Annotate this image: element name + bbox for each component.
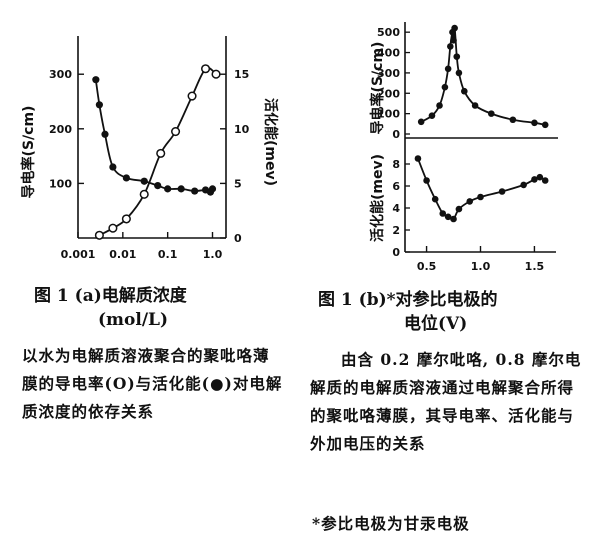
chart-a-filled-point: [191, 187, 199, 195]
chart-a-ylabel-left: 导电率(S/cm): [20, 106, 37, 199]
chart-a-open-point: [156, 148, 166, 158]
chart-a-ticks: 0.001 0.01 0.1 1.0 300 200 100 15 10 5 0: [49, 68, 250, 261]
chart-a-y-right-tick-label: 5: [234, 177, 242, 190]
chart-b-top-point: [541, 121, 549, 129]
chart-a-y-left-tick-label: 100: [49, 177, 72, 190]
chart-b-bottom-point: [455, 205, 463, 213]
chart-b-bottom-point: [423, 177, 430, 184]
caption-b: 图 1 (b)*对参比电极的 电位(V): [318, 288, 588, 336]
chart-a-y-left-tick-label: 200: [49, 123, 72, 136]
caption-a: 图 1 (a)电解质浓度 (mol/L): [34, 284, 274, 332]
chart-a-open-point: [108, 223, 118, 233]
chart-a-filled-point: [154, 181, 162, 190]
chart-b-top-y-tick-label: 200: [377, 87, 400, 100]
chart-b-top-point: [428, 112, 436, 119]
chart-a-x-tick-label: 0.001: [61, 248, 96, 261]
chart-b-bottom-point: [444, 213, 452, 221]
chart-a-ylabel-right: 活化能(mev): [262, 98, 279, 186]
chart-b-top-point: [471, 102, 479, 109]
chart-a-filled-point: [140, 177, 148, 185]
chart-a-open-point: [121, 214, 131, 224]
chart-a-open-point: [211, 69, 221, 79]
chart-b-bottom-point: [520, 181, 527, 189]
chart-a-open-point: [139, 189, 149, 199]
chart-b-x-tick-label: 1.0: [471, 260, 491, 273]
description-b: 由含 0.2 摩尔吡咯, 0.8 摩尔电解质的电解质溶液通过电解聚合所得的聚吡咯…: [310, 350, 582, 453]
chart-b-top-point: [531, 119, 538, 127]
footnote: *参比电极为甘汞电极: [312, 514, 470, 533]
chart-b-curves: [417, 26, 546, 221]
chart-b-bottom-point: [414, 155, 422, 162]
chart-b-bottom-point: [466, 198, 474, 205]
chart-a: 0.001 0.01 0.1 1.0 300 200 100 15 10 5 0 导电率(S/cm)…: [20, 36, 279, 261]
chart-b-bottom-point: [541, 177, 549, 184]
chart-b-top-y-tick-label: 400: [377, 47, 400, 60]
chart-b-bottom-point: [498, 188, 506, 195]
chart-b-top-point: [441, 83, 449, 91]
chart-b-top-point: [455, 69, 463, 77]
chart-b-bottom-y-tick-label: 6: [392, 180, 400, 193]
chart-a-open-point: [201, 64, 211, 74]
chart-b-top-point: [509, 116, 517, 124]
chart-b-ticks: 500 400 300 200 100 0 8 6 4 2 0 0.5 1.0 1.5: [377, 26, 544, 273]
chart-a-filled-point: [109, 163, 117, 171]
chart-a-filled-point: [101, 130, 109, 138]
chart-a-curves: [94, 67, 217, 237]
chart-b-bottom-y-tick-label: 8: [392, 158, 400, 171]
chart-b-ylabel-bottom: 活化能(mev): [369, 154, 386, 242]
chart-b-bottom-y-tick-label: 2: [392, 224, 400, 237]
chart-b-x-tick-label: 0.5: [417, 260, 437, 273]
chart-b-top-curve: [420, 26, 546, 126]
chart-b-bottom-y-tick-label: 0: [392, 246, 400, 259]
chart-b-top-point: [447, 43, 454, 50]
chart-b-top-point: [450, 37, 457, 44]
description-a: 以水为电解质溶液聚合的聚吡咯薄膜的导电率(O)与活化能(●)对电解质浓度的依存关…: [22, 346, 283, 421]
chart-a-filled-point: [177, 185, 185, 193]
chart-b-top-point: [436, 102, 443, 109]
chart-b-bottom-curve: [417, 158, 546, 221]
chart-a-x-tick-label: 1.0: [203, 248, 223, 261]
chart-a-open-point: [187, 91, 197, 101]
chart-a-points: [92, 64, 221, 240]
chart-a-filled-point: [92, 76, 100, 84]
chart-b-top-point: [453, 53, 461, 60]
chart-b-top-point: [461, 87, 468, 95]
chart-b-ylabel-top: 导电率(S/cm): [369, 42, 386, 135]
caption-b-line1: 图 1 (b)*对参比电极的: [318, 290, 498, 310]
chart-a-filled-point: [122, 174, 130, 182]
chart-b-bottom-point: [431, 195, 439, 203]
chart-b-top-y-tick-label: 0: [392, 128, 400, 141]
chart-a-x-tick-label: 0.1: [158, 248, 178, 261]
chart-b-top-y-tick-label: 100: [377, 108, 400, 121]
chart-b-bottom-point: [450, 215, 457, 223]
chart-a-x-tick-label: 0.01: [109, 248, 136, 261]
chart-a-y-right-tick-label: 0: [234, 232, 242, 245]
chart-b-top-y-tick-label: 300: [377, 67, 400, 80]
chart-a-filled-point: [164, 185, 172, 193]
caption-a-line2: (mol/L): [98, 310, 169, 330]
chart-a-filled-point: [208, 185, 217, 193]
chart-a-open-point: [171, 126, 181, 137]
caption-b-line2: 电位(V): [404, 314, 468, 334]
chart-a-y-left-tick-label: 300: [49, 68, 72, 81]
chart-b-bottom-point: [439, 210, 447, 217]
caption-a-line1: 图 1 (a)电解质浓度: [34, 286, 187, 306]
chart-a-y-right-tick-label: 10: [234, 123, 250, 136]
chart-a-filled-point: [95, 101, 103, 109]
chart-b-top-point: [451, 24, 458, 32]
chart-b-axes: [404, 22, 558, 253]
chart-b-bottom-point: [477, 193, 484, 201]
chart-b-top-point: [444, 65, 452, 73]
chart-b-top-point: [487, 110, 495, 117]
chart-b-bottom-y-tick-label: 4: [392, 202, 400, 215]
chart-b-x-tick-label: 1.5: [525, 260, 545, 273]
chart-b-top-point: [417, 118, 425, 126]
chart-b-points: [414, 24, 549, 223]
chart-b-top-y-tick-label: 500: [377, 26, 400, 39]
chart-b-bottom-point: [536, 173, 544, 181]
chart-a-open-point: [94, 230, 104, 240]
chart-a-y-right-tick-label: 15: [234, 68, 249, 81]
chart-b: 500 400 300 200 100 0 8 6 4 2 0 0.5 1.0 1.5 导电率(S/cm)…: [369, 22, 558, 273]
chart-b-bottom-point: [531, 176, 538, 183]
